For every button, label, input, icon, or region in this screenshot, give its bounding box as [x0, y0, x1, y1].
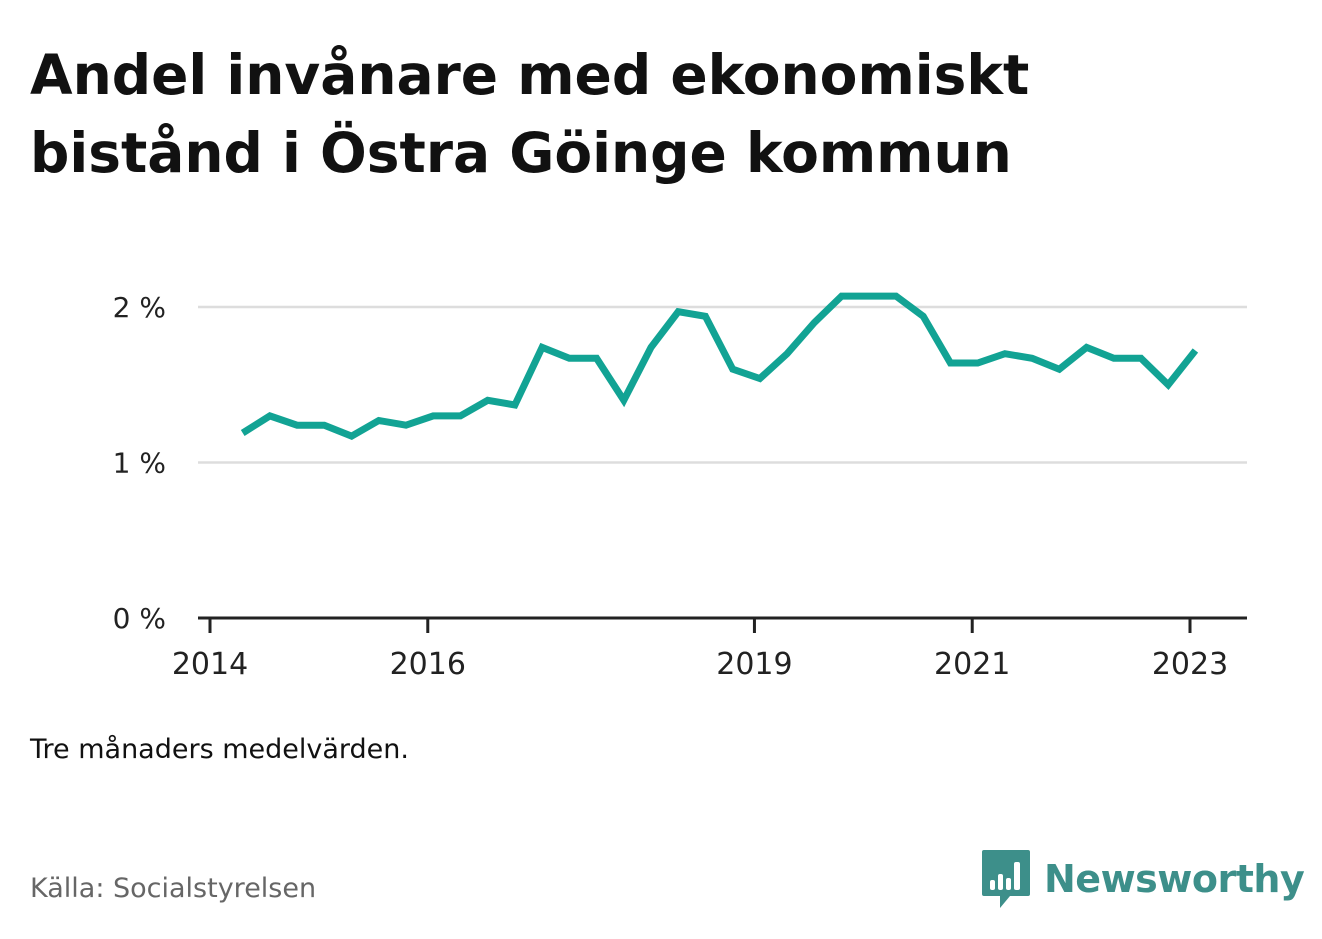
- data-point: [838, 293, 845, 300]
- x-tick-label: 2019: [716, 647, 792, 682]
- chart-note: Tre månaders medelvärden.: [30, 734, 409, 765]
- data-point: [593, 355, 600, 362]
- x-ticks: 2014 2016 2019 2021 2023: [172, 618, 1228, 682]
- line-chart: 0 % 1 % 2 % 2014 2016 2019 2021 2023: [113, 291, 1247, 682]
- x-tick-label: 2014: [172, 647, 248, 682]
- y-tick-labels: 0 % 1 % 2 %: [113, 291, 166, 635]
- data-point: [266, 412, 273, 419]
- data-point: [294, 422, 301, 429]
- data-point: [239, 429, 246, 436]
- data-point: [1001, 350, 1008, 357]
- y-tick-label: 2 %: [113, 291, 166, 324]
- data-point: [457, 412, 464, 419]
- data-point: [893, 293, 900, 300]
- data-point: [675, 308, 682, 315]
- chart-title: Andel invånare med ekonomiskt bistånd i …: [30, 43, 1030, 185]
- x-tick-label: 2023: [1152, 647, 1228, 682]
- data-point: [811, 319, 818, 326]
- data-point: [430, 412, 437, 419]
- data-point: [1083, 344, 1090, 351]
- data-point: [348, 433, 355, 440]
- data-point: [1110, 355, 1117, 362]
- data-point: [321, 422, 328, 429]
- data-point: [511, 401, 518, 408]
- data-point: [403, 422, 410, 429]
- data-point: [1029, 355, 1036, 362]
- data-point: [974, 359, 981, 366]
- data-point: [756, 375, 763, 382]
- gridlines: [198, 305, 1247, 464]
- y-tick-label: 1 %: [113, 447, 166, 480]
- data-point: [920, 313, 927, 320]
- data-point: [539, 344, 546, 351]
- x-tick-label: 2021: [934, 647, 1010, 682]
- data-point: [620, 397, 627, 404]
- data-point: [1165, 381, 1172, 388]
- data-point: [865, 293, 872, 300]
- data-point: [1056, 366, 1063, 373]
- newsworthy-logo: Newsworthy: [980, 848, 1305, 910]
- data-point: [1138, 355, 1145, 362]
- data-point: [566, 355, 573, 362]
- brand-name: Newsworthy: [1044, 857, 1305, 901]
- data-point: [702, 313, 709, 320]
- data-point: [648, 344, 655, 351]
- bar-chart-badge-icon: [982, 850, 1030, 908]
- data-point: [375, 417, 382, 424]
- series-layer: [239, 292, 1199, 440]
- data-point: [784, 350, 791, 357]
- data-point: [729, 366, 736, 373]
- x-tick-label: 2016: [390, 647, 466, 682]
- data-point: [1192, 347, 1199, 354]
- series-line: [240, 292, 1199, 440]
- y-tick-label: 0 %: [113, 602, 166, 635]
- source-text: Källa: Socialstyrelsen: [30, 873, 317, 904]
- data-point: [947, 359, 954, 366]
- data-point: [484, 397, 491, 404]
